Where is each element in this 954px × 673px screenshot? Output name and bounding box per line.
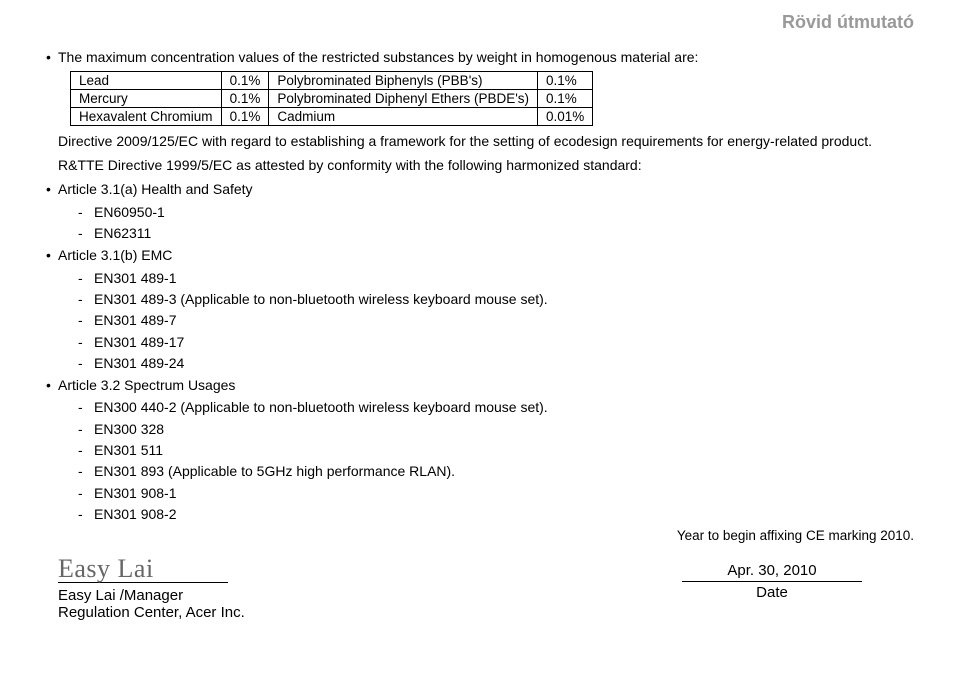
standard-item: -EN301 489-24 bbox=[78, 353, 914, 373]
article-bullet: • Article 3.1(a) Health and Safety bbox=[40, 179, 914, 199]
standard-item: -EN301 489-17 bbox=[78, 332, 914, 352]
dash-icon: - bbox=[78, 397, 94, 417]
standard-item: -EN301 489-7 bbox=[78, 310, 914, 330]
dash-icon: - bbox=[78, 419, 94, 439]
cell-substance: Polybrominated Diphenyl Ethers (PBDE's) bbox=[269, 90, 538, 108]
bullet-icon: • bbox=[40, 47, 58, 67]
cell-substance: Hexavalent Chromium bbox=[71, 108, 222, 126]
ce-marking-note: Year to begin affixing CE marking 2010. bbox=[677, 528, 914, 543]
dash-icon: - bbox=[78, 310, 94, 330]
standard-text: EN60950-1 bbox=[94, 202, 914, 222]
table-row: Lead 0.1% Polybrominated Biphenyls (PBB'… bbox=[71, 72, 593, 90]
standard-item: -EN62311 bbox=[78, 223, 914, 243]
dash-icon: - bbox=[78, 289, 94, 309]
cell-substance: Cadmium bbox=[269, 108, 538, 126]
cell-value: 0.1% bbox=[221, 108, 269, 126]
article-title: Article 3.1(a) Health and Safety bbox=[58, 179, 914, 199]
article-title: Article 3.1(b) EMC bbox=[58, 245, 914, 265]
bullet-icon: • bbox=[40, 245, 58, 265]
dash-icon: - bbox=[78, 461, 94, 481]
table-row: Hexavalent Chromium 0.1% Cadmium 0.01% bbox=[71, 108, 593, 126]
standard-item: -EN60950-1 bbox=[78, 202, 914, 222]
cell-substance: Lead bbox=[71, 72, 222, 90]
standard-item: -EN301 489-1 bbox=[78, 268, 914, 288]
standard-text: EN301 489-24 bbox=[94, 353, 914, 373]
dash-icon: - bbox=[78, 483, 94, 503]
signature-script: Easy Lai bbox=[58, 556, 228, 583]
cell-value: 0.01% bbox=[538, 108, 593, 126]
page-header-title: Rövid útmutató bbox=[40, 12, 914, 33]
standard-text: EN301 489-17 bbox=[94, 332, 914, 352]
dash-icon: - bbox=[78, 202, 94, 222]
bullet-icon: • bbox=[40, 179, 58, 199]
standard-text: EN301 489-3 (Applicable to non-bluetooth… bbox=[94, 289, 914, 309]
standard-text: EN300 328 bbox=[94, 419, 914, 439]
standard-text: EN62311 bbox=[94, 223, 914, 243]
signatory-name: Easy Lai /Manager bbox=[58, 587, 358, 604]
standard-item: -EN301 908-1 bbox=[78, 483, 914, 503]
dash-icon: - bbox=[78, 504, 94, 524]
dash-icon: - bbox=[78, 223, 94, 243]
table-row: Mercury 0.1% Polybrominated Diphenyl Eth… bbox=[71, 90, 593, 108]
signature-block: Easy Lai Easy Lai /Manager Regulation Ce… bbox=[58, 556, 358, 621]
standard-text: EN301 511 bbox=[94, 440, 914, 460]
article-bullet: • Article 3.1(b) EMC bbox=[40, 245, 914, 265]
dash-icon: - bbox=[78, 353, 94, 373]
standard-item: -EN301 511 bbox=[78, 440, 914, 460]
dash-icon: - bbox=[78, 440, 94, 460]
standard-text: EN301 893 (Applicable to 5GHz high perfo… bbox=[94, 461, 914, 481]
standard-text: EN301 908-2 bbox=[94, 504, 914, 524]
date-block: Apr. 30, 2010 Date bbox=[672, 562, 872, 601]
cell-value: 0.1% bbox=[538, 90, 593, 108]
dash-icon: - bbox=[78, 268, 94, 288]
article-title: Article 3.2 Spectrum Usages bbox=[58, 375, 914, 395]
standard-text: EN301 908-1 bbox=[94, 483, 914, 503]
standard-item: -EN300 328 bbox=[78, 419, 914, 439]
document-page: Rövid útmutató • The maximum concentrati… bbox=[0, 0, 954, 545]
substances-table: Lead 0.1% Polybrominated Biphenyls (PBB'… bbox=[70, 71, 593, 126]
cell-substance: Mercury bbox=[71, 90, 222, 108]
cell-value: 0.1% bbox=[221, 72, 269, 90]
date-value: Apr. 30, 2010 bbox=[682, 562, 862, 582]
cell-value: 0.1% bbox=[221, 90, 269, 108]
standard-item: -EN301 489-3 (Applicable to non-bluetoot… bbox=[78, 289, 914, 309]
dash-icon: - bbox=[78, 332, 94, 352]
bullet-icon: • bbox=[40, 375, 58, 395]
standard-text: EN300 440-2 (Applicable to non-bluetooth… bbox=[94, 397, 914, 417]
signatory-org: Regulation Center, Acer Inc. bbox=[58, 604, 358, 621]
standard-item: -EN300 440-2 (Applicable to non-bluetoot… bbox=[78, 397, 914, 417]
standard-item: -EN301 908-2 bbox=[78, 504, 914, 524]
intro-bullet-text: The maximum concentration values of the … bbox=[58, 47, 914, 67]
cell-value: 0.1% bbox=[538, 72, 593, 90]
article-bullet: • Article 3.2 Spectrum Usages bbox=[40, 375, 914, 395]
standard-item: -EN301 893 (Applicable to 5GHz high perf… bbox=[78, 461, 914, 481]
intro-bullet: • The maximum concentration values of th… bbox=[40, 47, 914, 67]
standard-text: EN301 489-1 bbox=[94, 268, 914, 288]
date-label: Date bbox=[672, 584, 872, 601]
directive-paragraph: Directive 2009/125/EC with regard to est… bbox=[58, 132, 914, 152]
standard-text: EN301 489-7 bbox=[94, 310, 914, 330]
cell-substance: Polybrominated Biphenyls (PBB's) bbox=[269, 72, 538, 90]
rtte-paragraph: R&TTE Directive 1999/5/EC as attested by… bbox=[58, 156, 914, 176]
